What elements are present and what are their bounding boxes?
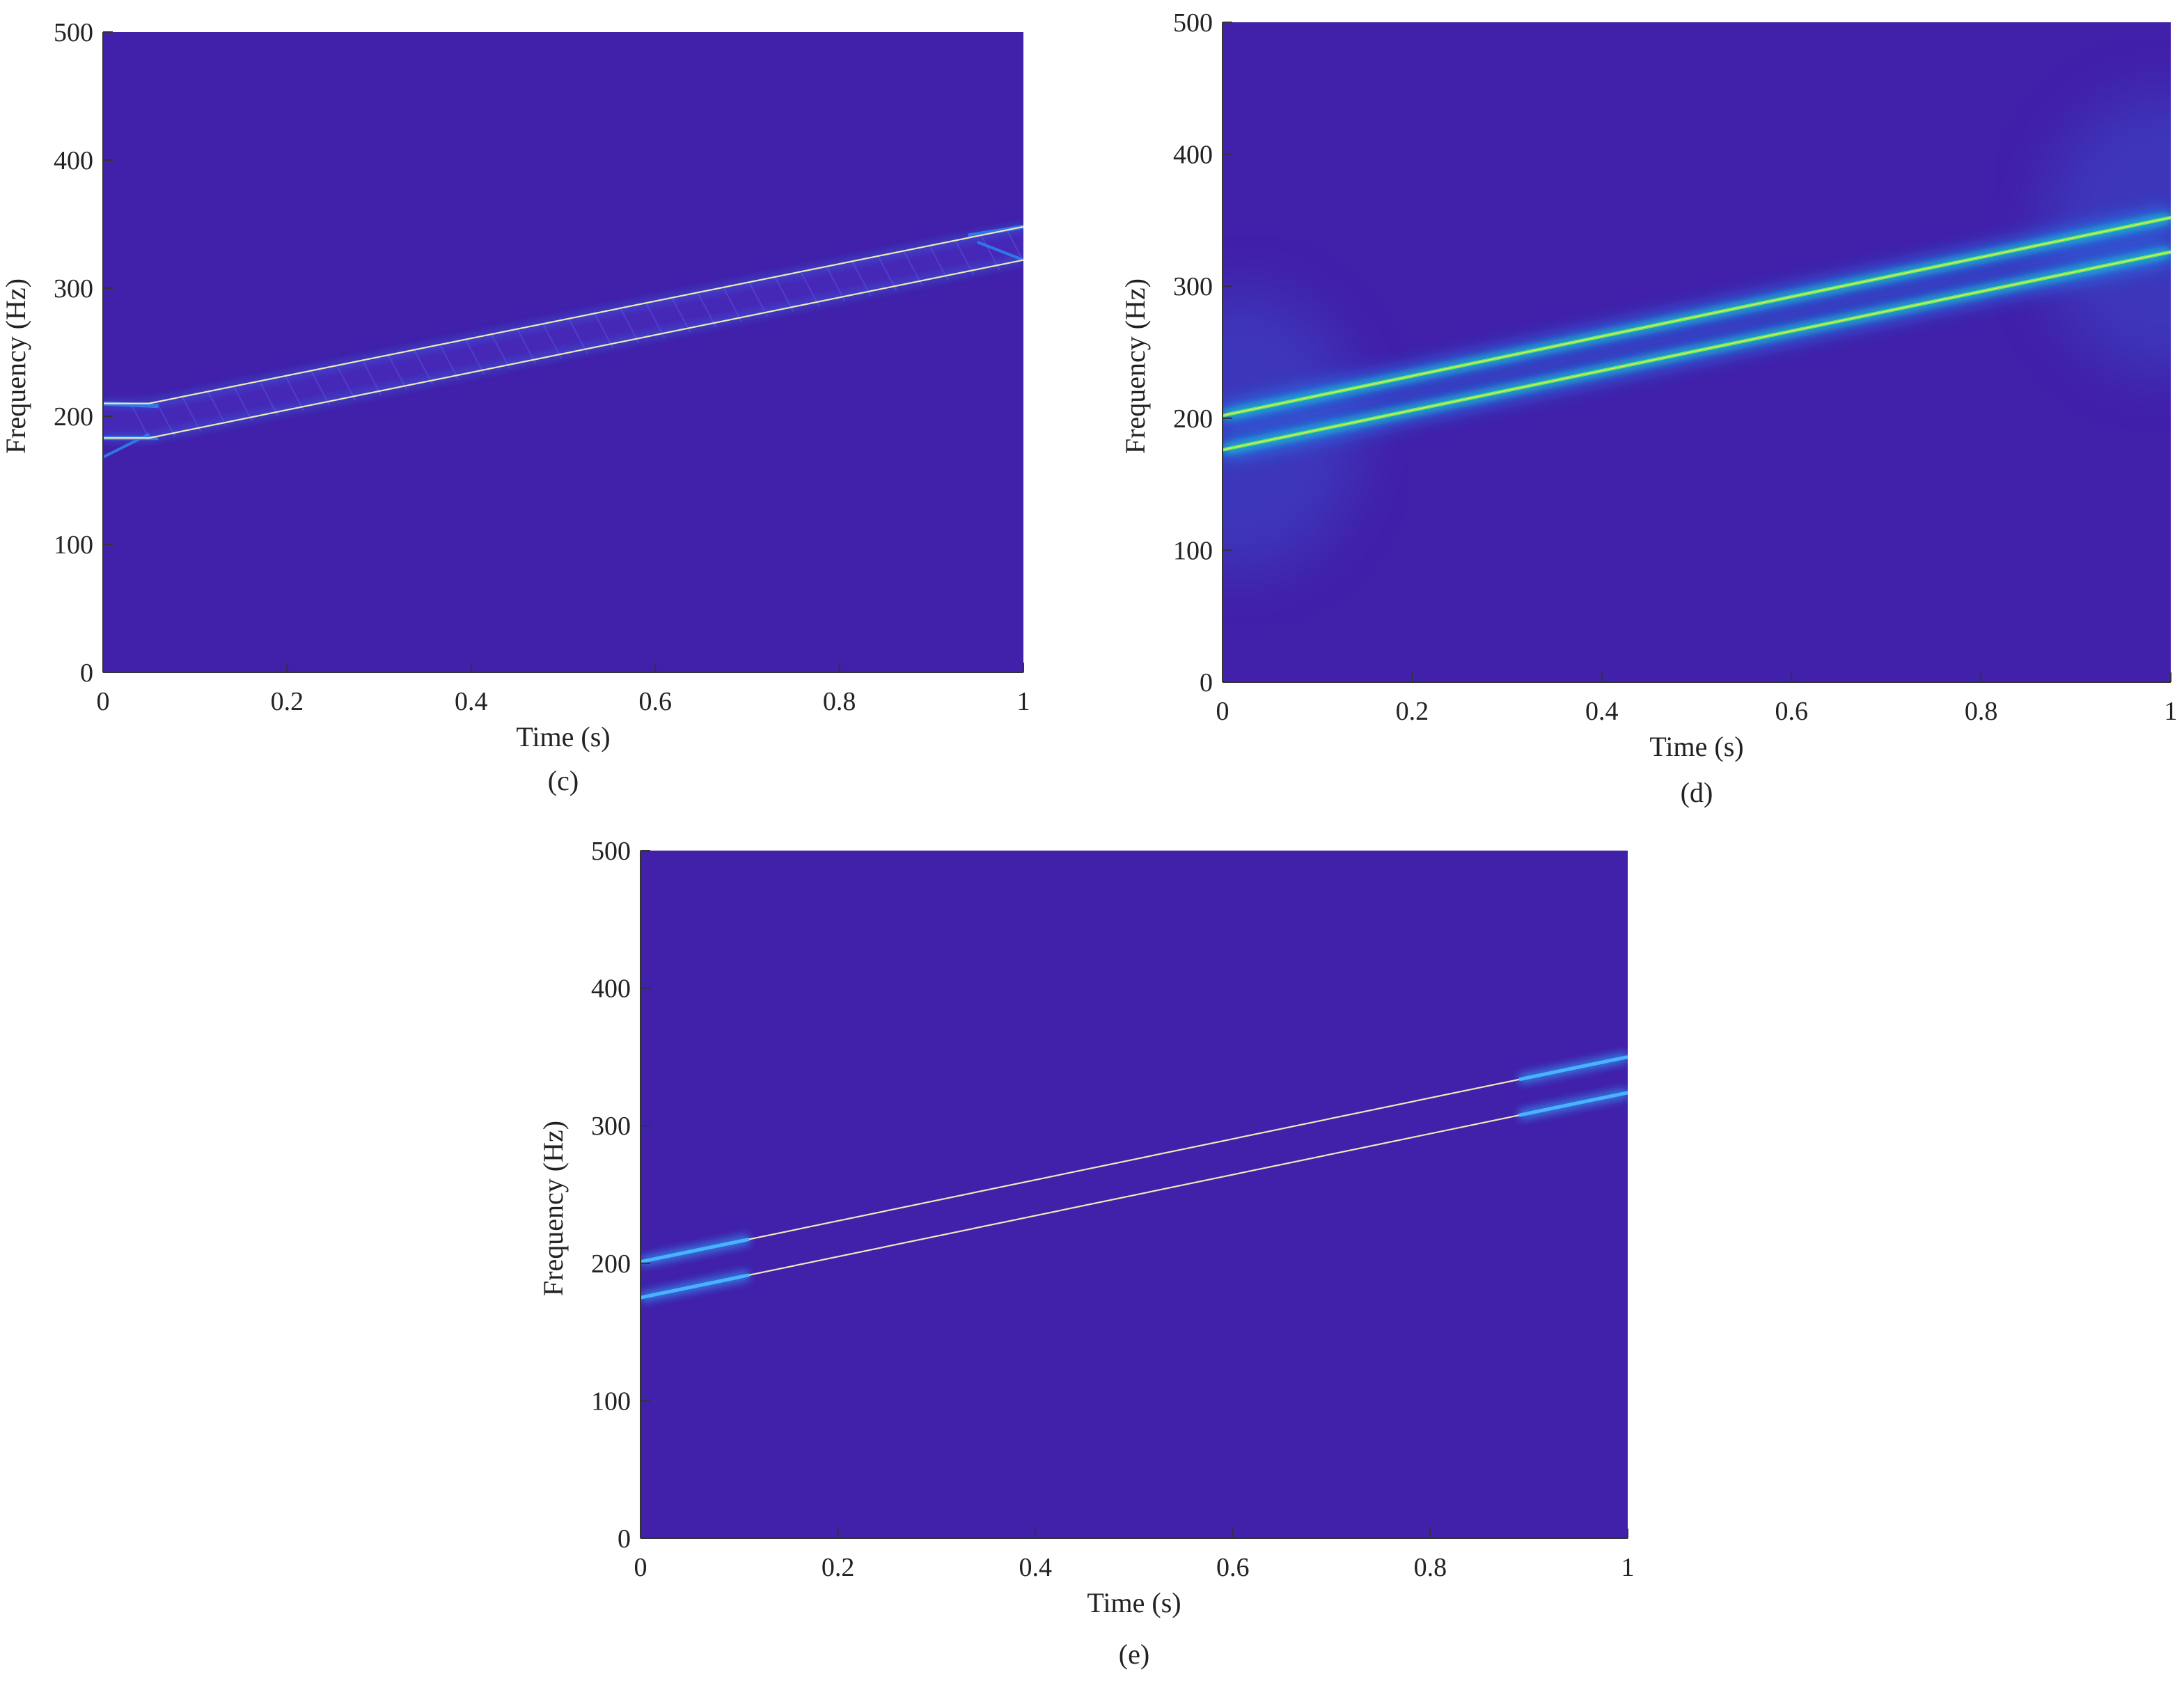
x-tick-label: 1 <box>1621 1553 1635 1582</box>
y-tick-label: 500 <box>54 18 93 47</box>
y-tick-label: 400 <box>1173 141 1213 170</box>
x-tick-label: 0.8 <box>1965 697 1998 726</box>
x-axis-label: Time (s) <box>516 721 610 752</box>
y-tick-label: 200 <box>591 1249 631 1279</box>
hatch-mark <box>207 391 228 427</box>
x-tick-label: 0.2 <box>271 687 304 716</box>
y-tick-label: 100 <box>591 1387 631 1416</box>
y-tick-label: 0 <box>1200 668 1213 697</box>
panel-caption: (e) <box>1119 1639 1149 1670</box>
x-tick-label: 0 <box>634 1553 647 1582</box>
y-tick-label: 0 <box>618 1524 631 1554</box>
x-axis-label: Time (s) <box>1649 731 1743 762</box>
x-tick-label: 0 <box>1216 697 1230 726</box>
hatch-mark <box>155 401 175 437</box>
hatch-mark <box>181 396 202 432</box>
hatch-mark <box>233 386 253 422</box>
y-tick-label: 100 <box>54 530 93 560</box>
heatmap-area <box>641 1052 1628 1303</box>
ridge-peak-1 <box>1223 251 2171 451</box>
ridge-end-core-1 <box>1518 1091 1628 1117</box>
y-axis-label: Frequency (Hz) <box>0 278 31 454</box>
x-tick-label: 0.6 <box>1216 1553 1250 1582</box>
x-axis-label: Time (s) <box>1087 1587 1181 1618</box>
x-tick-label: 0.6 <box>638 687 672 716</box>
ridge-line-0 <box>748 1078 1520 1240</box>
ridge-peak-0 <box>1223 216 2171 416</box>
y-axis-label: Frequency (Hz) <box>1120 278 1151 454</box>
x-tick-label: 0 <box>97 687 110 716</box>
x-tick-label: 0.6 <box>1775 697 1808 726</box>
y-tick-label: 300 <box>1173 272 1213 301</box>
x-tick-label: 0.2 <box>822 1553 855 1582</box>
ridge-line-0 <box>103 226 1023 404</box>
y-tick-label: 300 <box>54 274 93 303</box>
x-tick-label: 1 <box>1017 687 1030 716</box>
y-tick-label: 400 <box>591 974 631 1004</box>
x-tick-label: 0.8 <box>1414 1553 1447 1582</box>
ridge-end-core-0 <box>1518 1055 1628 1082</box>
y-tick-label: 100 <box>1173 536 1213 565</box>
ridge-start-core-0 <box>641 1237 750 1264</box>
y-axis-label: Frequency (Hz) <box>537 1121 569 1296</box>
x-tick-label: 0.8 <box>823 687 856 716</box>
panel-2: 0 0.2 0.4 0.6 0.8 1 0 100 200 300 400 500 Time (s) Fr… <box>537 837 1635 1670</box>
hatch-mark <box>129 403 150 439</box>
ridge-band <box>103 226 1023 439</box>
ridge-line-1 <box>748 1114 1520 1276</box>
y-tick-label: 200 <box>1173 404 1213 434</box>
ridge-line-1 <box>103 259 1023 439</box>
x-tick-label: 0.2 <box>1396 697 1429 726</box>
panel-caption: (c) <box>548 765 579 796</box>
x-tick-label: 0.4 <box>1019 1553 1052 1582</box>
y-tick-label: 500 <box>1173 8 1213 38</box>
heatmap-area <box>103 224 1023 459</box>
y-tick-label: 500 <box>591 837 631 866</box>
heatmap-area <box>1223 94 2171 571</box>
ridge-start-core-1 <box>641 1273 750 1300</box>
x-tick-label: 1 <box>2165 697 2178 726</box>
y-tick-label: 0 <box>80 658 93 688</box>
panel-caption: (d) <box>1681 777 1713 808</box>
x-tick-label: 0.4 <box>1585 697 1619 726</box>
y-tick-label: 400 <box>54 146 93 175</box>
x-tick-label: 0.4 <box>455 687 488 716</box>
panel-0: 0 0.2 0.4 0.6 0.8 1 0 100 200 300 400 500 Time (s) Fr… <box>0 18 1030 796</box>
panel-1: 0 0.2 0.4 0.6 0.8 1 0 100 200 300 400 500 Time (s) Fr… <box>1120 8 2178 808</box>
y-tick-label: 200 <box>54 402 93 432</box>
y-tick-label: 300 <box>591 1112 631 1141</box>
edge-artifact-1 <box>977 240 1023 262</box>
